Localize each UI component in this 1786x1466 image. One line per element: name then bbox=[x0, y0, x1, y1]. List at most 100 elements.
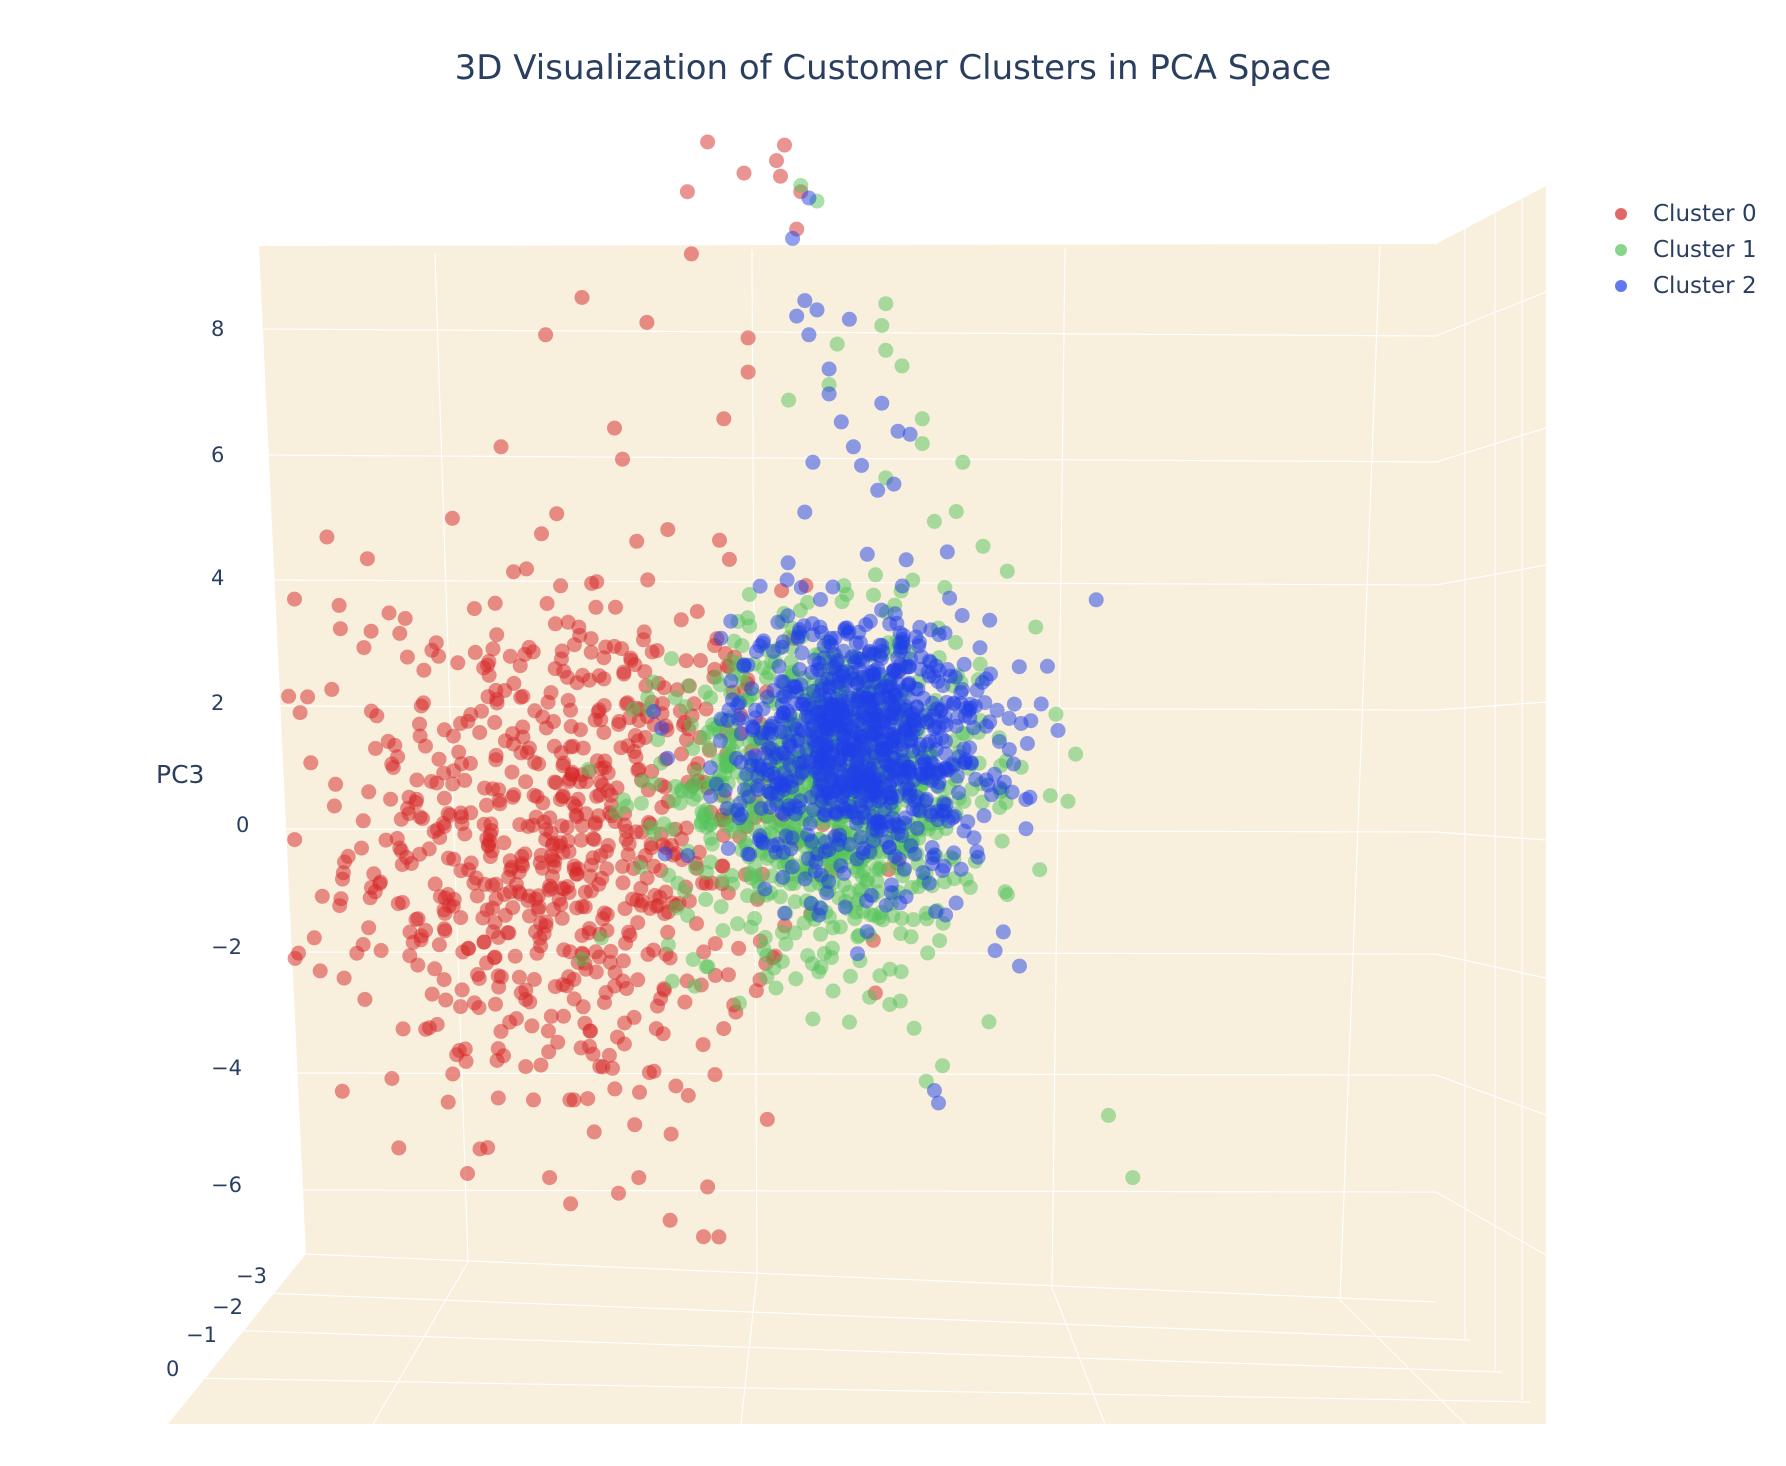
data-point bbox=[790, 631, 806, 647]
data-point bbox=[878, 296, 894, 312]
data-point bbox=[700, 1179, 716, 1195]
data-point bbox=[867, 674, 883, 690]
data-point bbox=[951, 785, 966, 801]
gridline-side-3 bbox=[1435, 701, 1547, 711]
data-point bbox=[646, 1063, 662, 1079]
data-point bbox=[550, 1034, 566, 1050]
data-point bbox=[488, 752, 504, 768]
data-point bbox=[882, 692, 898, 708]
gridline-floor-1 bbox=[261, 1292, 1471, 1341]
data-point bbox=[776, 765, 792, 781]
data-point bbox=[487, 595, 503, 611]
data-point bbox=[933, 702, 949, 718]
data-point bbox=[719, 800, 735, 816]
data-point bbox=[841, 728, 857, 744]
data-point bbox=[1012, 958, 1027, 974]
data-point bbox=[412, 728, 428, 744]
data-point bbox=[813, 867, 829, 883]
data-point bbox=[837, 763, 853, 779]
data-point bbox=[703, 816, 719, 832]
data-point bbox=[287, 950, 303, 966]
data-point bbox=[777, 689, 793, 705]
data-point bbox=[368, 740, 383, 756]
data-point bbox=[1032, 862, 1048, 878]
data-point bbox=[565, 796, 581, 812]
data-point bbox=[471, 970, 487, 986]
data-point bbox=[743, 919, 759, 935]
data-point bbox=[874, 395, 890, 411]
gridline-side-7 bbox=[1435, 1191, 1547, 1256]
data-point bbox=[859, 874, 875, 890]
data-point bbox=[633, 795, 649, 811]
data-point bbox=[677, 994, 693, 1010]
data-point bbox=[703, 788, 719, 804]
data-point bbox=[1101, 1107, 1116, 1123]
data-point bbox=[387, 737, 403, 753]
data-point bbox=[436, 790, 452, 806]
data-point bbox=[999, 887, 1015, 903]
data-point bbox=[824, 721, 840, 737]
data-point bbox=[657, 846, 673, 862]
data-point bbox=[554, 880, 570, 896]
data-point bbox=[833, 858, 849, 874]
data-point bbox=[859, 893, 874, 909]
data-point bbox=[774, 805, 790, 821]
data-point bbox=[1039, 658, 1055, 674]
data-point bbox=[589, 788, 605, 804]
data-point bbox=[683, 246, 699, 262]
data-point bbox=[639, 870, 655, 886]
data-point bbox=[866, 587, 881, 603]
legend-item-cluster-0[interactable]: Cluster 0 bbox=[1605, 196, 1757, 232]
data-point bbox=[575, 740, 591, 756]
data-point bbox=[660, 937, 676, 953]
legend-item-cluster-2[interactable]: Cluster 2 bbox=[1605, 268, 1757, 304]
data-point bbox=[384, 756, 400, 772]
data-point bbox=[805, 627, 821, 643]
data-point bbox=[937, 874, 952, 890]
data-point bbox=[559, 819, 575, 835]
data-point bbox=[314, 888, 330, 904]
data-point bbox=[832, 832, 848, 847]
data-point bbox=[659, 750, 675, 766]
data-point bbox=[543, 880, 559, 896]
data-point bbox=[668, 1078, 684, 1094]
data-point bbox=[391, 1140, 407, 1156]
data-point bbox=[957, 755, 973, 771]
data-point bbox=[1006, 756, 1022, 772]
data-point bbox=[712, 733, 728, 749]
data-point bbox=[1001, 742, 1017, 758]
data-point bbox=[949, 768, 965, 784]
data-point bbox=[1068, 746, 1084, 762]
data-point bbox=[535, 860, 550, 876]
data-point bbox=[956, 656, 972, 672]
data-point bbox=[984, 787, 1000, 803]
data-point bbox=[765, 716, 781, 731]
legend-item-cluster-1[interactable]: Cluster 1 bbox=[1605, 232, 1757, 268]
data-point bbox=[545, 852, 561, 867]
data-point bbox=[477, 780, 493, 796]
data-point bbox=[859, 924, 875, 940]
data-point bbox=[399, 649, 415, 665]
data-point bbox=[728, 751, 744, 766]
data-point bbox=[540, 1023, 556, 1039]
data-point bbox=[569, 809, 585, 825]
data-point bbox=[689, 764, 705, 780]
data-point bbox=[966, 830, 982, 846]
data-point bbox=[737, 782, 752, 797]
data-point bbox=[436, 972, 452, 988]
data-point bbox=[720, 841, 736, 856]
data-point bbox=[923, 622, 939, 638]
data-point bbox=[894, 578, 910, 594]
data-point bbox=[546, 738, 562, 754]
data-point bbox=[841, 1014, 857, 1030]
data-point bbox=[793, 178, 809, 193]
data-point bbox=[802, 816, 818, 832]
data-point bbox=[820, 706, 836, 722]
data-point bbox=[292, 705, 308, 721]
data-point bbox=[628, 749, 644, 765]
data-point bbox=[608, 805, 624, 821]
data-point bbox=[490, 1090, 506, 1106]
data-point bbox=[821, 361, 837, 377]
data-point bbox=[617, 901, 633, 917]
